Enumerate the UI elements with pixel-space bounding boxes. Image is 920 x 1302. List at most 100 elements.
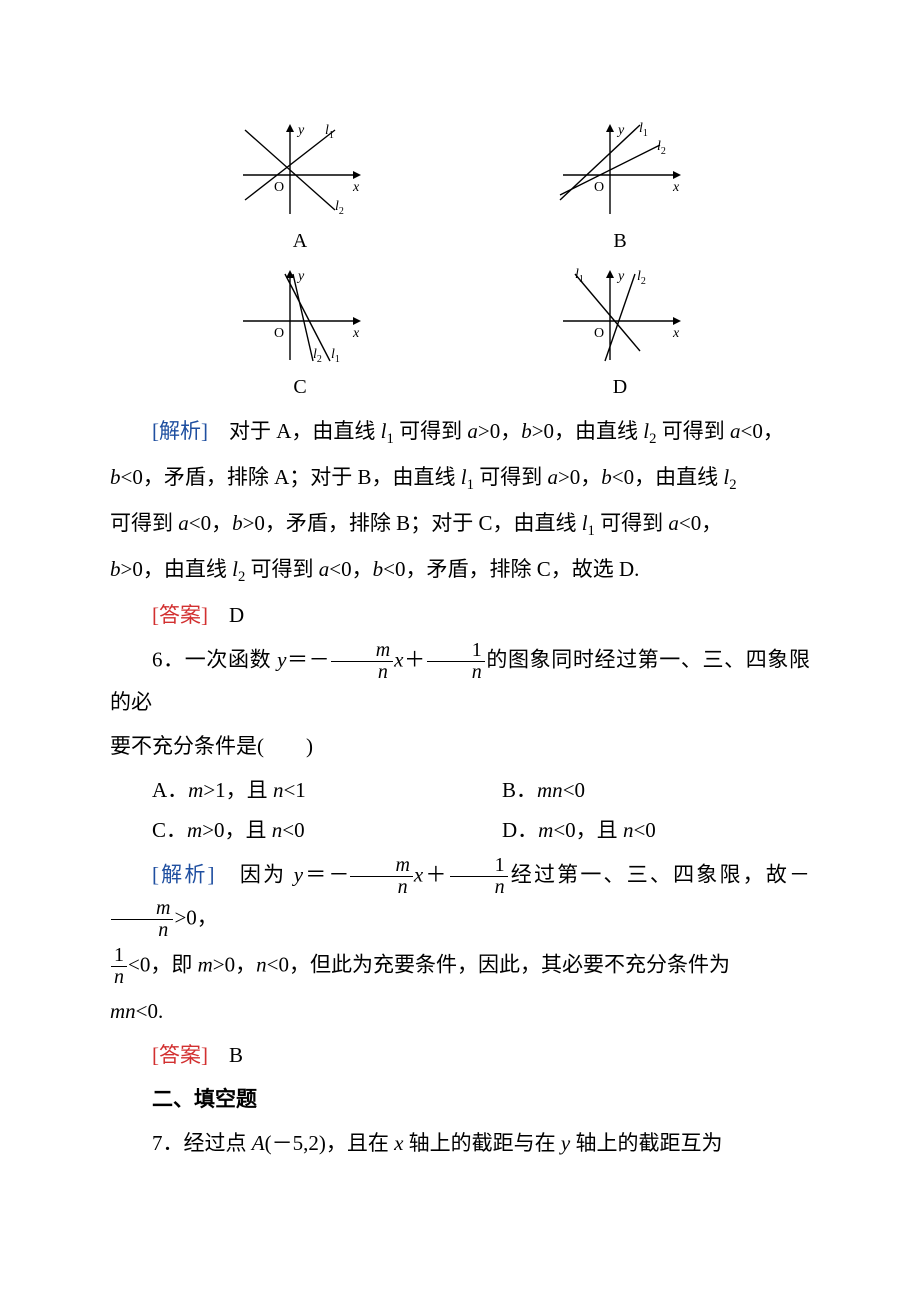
y: y [561, 1131, 570, 1155]
y: y [294, 862, 303, 886]
t: (－5,2)，且在 [265, 1131, 395, 1155]
figure-C: yxOl1l2 C [235, 266, 365, 406]
t: 可得到 [110, 511, 178, 535]
t: 可得到 [245, 557, 319, 581]
mn: mn [110, 999, 136, 1023]
t: >0，由直线 [532, 419, 644, 443]
t: 经过第一、三、四象限，故－ [509, 862, 810, 886]
t: <0，但此为充要条件，因此，其必要不充分条件为 [267, 952, 730, 976]
t: >0，由直线 [121, 557, 233, 581]
graph-A: yxOl1l2 [235, 120, 365, 220]
svg-text:O: O [274, 180, 284, 195]
frac-m-n: mn [111, 898, 173, 941]
t: 6．一次函数 [152, 648, 277, 672]
svg-text:l2: l2 [657, 139, 666, 157]
t: <0，矛盾，排除 C，故选 D. [383, 557, 639, 581]
page: yxOl1l2 A yxOl1l2 B yxOl1l2 C yxOl1l2 D … [0, 0, 920, 1302]
a: a [730, 419, 741, 443]
t: 可得到 [656, 419, 730, 443]
t: >0， [213, 952, 256, 976]
b: b [373, 557, 384, 581]
svg-text:O: O [594, 180, 604, 195]
a: a [547, 465, 558, 489]
graph-B: yxOl1l2 [555, 120, 685, 220]
svg-text:y: y [296, 269, 305, 284]
x: x [414, 862, 423, 886]
svg-text:x: x [352, 180, 360, 195]
svg-text:x: x [672, 326, 680, 341]
answer-value: B [208, 1043, 243, 1067]
section-2-heading: 二、填空题 [110, 1080, 810, 1120]
graph-C: yxOl1l2 [235, 266, 365, 366]
svg-text:x: x [352, 326, 360, 341]
graph-D: yxOl1l2 [555, 266, 685, 366]
svg-text:l2: l2 [637, 269, 646, 287]
analysis-5: [解析] 对于 A，由直线 l1 可得到 a>0，b>0，由直线 l2 可得到 … [110, 412, 810, 454]
a: a [178, 511, 189, 535]
l1s: 1 [588, 523, 595, 539]
figure-label-B: B [613, 222, 626, 260]
answer-label: [答案] [152, 603, 208, 627]
b: b [110, 465, 121, 489]
b: b [110, 557, 121, 581]
a: a [668, 511, 679, 535]
t: >0，矛盾，排除 B；对于 C，由直线 [243, 511, 582, 535]
t: 可得到 [474, 465, 548, 489]
t: ＋ [403, 648, 425, 672]
figure-label-C: C [293, 368, 306, 406]
t: <0，由直线 [612, 465, 724, 489]
question-6-l2: 要不充分条件是( ) [110, 727, 810, 767]
svg-text:y: y [616, 269, 625, 284]
frac-m-n: mn [350, 855, 412, 898]
analysis-5-l3: 可得到 a<0，b>0，矛盾，排除 B；对于 C，由直线 l1 可得到 a<0， [110, 504, 810, 546]
svg-text:l2: l2 [313, 347, 322, 365]
t: ＝－ [303, 862, 349, 886]
question-6-options: A．m>1，且 n<1 B．mn<0 C．m>0，且 n<0 D．m<0，且 n… [110, 771, 810, 851]
t: 轴上的截距与在 [403, 1131, 561, 1155]
analysis-5-l4: b>0，由直线 l2 可得到 a<0，b<0，矛盾，排除 C，故选 D. [110, 550, 810, 592]
figure-row-2: yxOl1l2 C yxOl1l2 D [110, 266, 810, 406]
n: n [256, 952, 267, 976]
t: 对于 A，由直线 [208, 419, 381, 443]
option-D: D．m<0，且 n<0 [460, 811, 810, 851]
svg-text:l1: l1 [575, 267, 584, 285]
svg-text:l1: l1 [639, 121, 648, 139]
t: >0， [174, 905, 217, 929]
m: m [198, 952, 213, 976]
option-C: C．m>0，且 n<0 [110, 811, 460, 851]
frac-1-n: 1n [111, 945, 127, 988]
t: >0， [558, 465, 601, 489]
analysis-label: [解析] [152, 419, 208, 443]
t: 轴上的截距互为 [570, 1131, 722, 1155]
t: <0， [679, 511, 722, 535]
svg-text:y: y [296, 123, 305, 138]
t: <0，即 [128, 952, 198, 976]
svg-text:l1: l1 [325, 123, 334, 141]
analysis-6: [解析] 因为 y＝－mnx＋1n经过第一、三、四象限，故－mn>0， [110, 855, 810, 941]
analysis-6-l2: 1n<0，即 m>0，n<0，但此为充要条件，因此，其必要不充分条件为 [110, 945, 810, 988]
t: 要不充分条件是( ) [110, 734, 313, 758]
figure-D: yxOl1l2 D [555, 266, 685, 406]
t: <0. [136, 999, 164, 1023]
frac-m-n: mn [331, 640, 393, 683]
frac-1-n: 1n [427, 640, 485, 683]
A: A [252, 1131, 265, 1155]
t: >0， [478, 419, 521, 443]
figure-A: yxOl1l2 A [235, 120, 365, 260]
x: x [394, 1131, 403, 1155]
analysis-5-l2: b<0，矛盾，排除 A；对于 B，由直线 l1 可得到 a>0，b<0，由直线 … [110, 458, 810, 500]
t: 7．经过点 [152, 1131, 252, 1155]
answer-value: D [208, 603, 244, 627]
t: 可得到 [595, 511, 669, 535]
answer-label: [答案] [152, 1043, 208, 1067]
svg-text:x: x [672, 180, 680, 195]
answer-6: [答案] B [110, 1036, 810, 1076]
t: ＋ [423, 862, 448, 886]
svg-text:l1: l1 [331, 347, 340, 365]
option-B: B．mn<0 [460, 771, 810, 811]
b: b [521, 419, 532, 443]
t: <0， [189, 511, 232, 535]
t: 因为 [215, 862, 294, 886]
analysis-label: [解析] [152, 862, 215, 886]
b: b [232, 511, 243, 535]
